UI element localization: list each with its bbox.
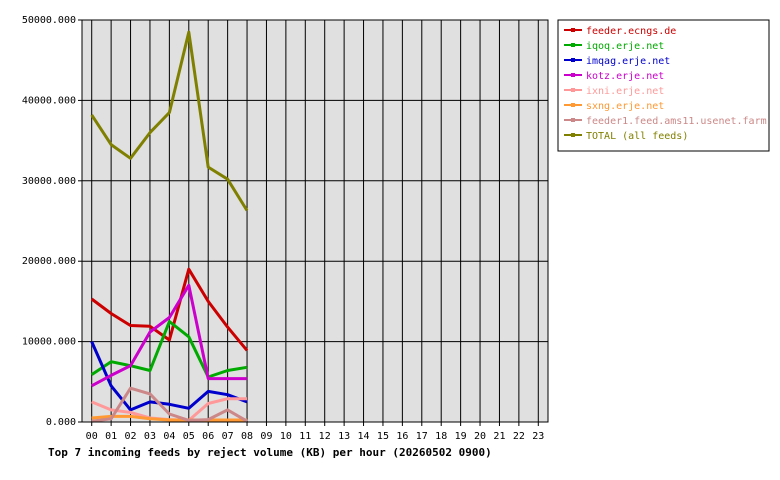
y-tick-label: 0.000 [46, 417, 76, 428]
x-tick-label: 23 [532, 431, 544, 442]
series-line [90, 320, 248, 379]
legend: feeder.ecngs.de iqoq.erje.net imqag.erje.n… [557, 19, 770, 152]
x-tick-label: 19 [455, 431, 467, 442]
y-tick-label: 10000.000 [22, 337, 76, 348]
series-line [90, 30, 249, 212]
legend-marker [571, 73, 575, 77]
legend-entry: kotz.erje.net [586, 71, 664, 82]
plot-border [81, 19, 549, 423]
x-tick-label: 16 [396, 431, 408, 442]
legend-entry: feeder1.feed.ams11.usenet.farm [586, 116, 767, 127]
series-line [91, 386, 248, 423]
legend-entry: feeder.ecngs.de [586, 26, 676, 37]
legend-marker [571, 28, 575, 32]
x-tick-label: 20 [474, 431, 486, 442]
x-tick-label: 05 [183, 431, 195, 442]
x-tick-label: 03 [144, 431, 156, 442]
x-tick-label: 18 [435, 431, 447, 442]
legend-marker [571, 103, 575, 107]
legend-entry: sxng.erje.net [586, 101, 664, 112]
y-tick-label: 50000.000 [22, 15, 76, 26]
x-axis: 00 01 02 03 04 05 06 07 08 09 10 11 12 13 14 15 16 17 18 19… [86, 422, 544, 442]
legend-marker [571, 58, 575, 62]
legend-entry: TOTAL (all feeds) [586, 131, 688, 142]
y-tick-label: 30000.000 [22, 176, 76, 187]
series-line [90, 283, 247, 388]
series-line [90, 340, 248, 412]
x-tick-label: 02 [125, 431, 137, 442]
legend-entry: imqag.erje.net [586, 56, 670, 67]
x-tick-label: 22 [513, 431, 525, 442]
y-tick-label: 40000.000 [22, 95, 76, 106]
legend-box [557, 19, 770, 152]
x-tick-label: 13 [338, 431, 350, 442]
x-tick-label: 07 [222, 431, 234, 442]
y-tick-label: 20000.000 [22, 256, 76, 267]
x-tick-label: 12 [319, 431, 331, 442]
series-line [91, 414, 247, 422]
legend-marker [571, 118, 575, 122]
chart-title: Top 7 incoming feeds by reject volume (K… [48, 446, 492, 459]
series-lines [90, 30, 249, 423]
plot-area [81, 19, 549, 423]
y-axis: 0.000 10000.000 20000.000 30000.000 40000.00… [22, 15, 82, 428]
x-tick-label: 06 [202, 431, 214, 442]
legend-marker [571, 133, 575, 137]
x-tick-label: 11 [299, 431, 311, 442]
x-tick-label: 09 [260, 431, 272, 442]
x-tick-label: 14 [358, 431, 370, 442]
x-tick-label: 00 [86, 431, 98, 442]
x-tick-label: 01 [105, 431, 117, 442]
legend-entry: iqoq.erje.net [586, 41, 664, 52]
x-tick-label: 10 [280, 431, 292, 442]
x-tick-label: 15 [377, 431, 389, 442]
x-tick-label: 17 [416, 431, 428, 442]
legend-entry: ixni.erje.net [586, 86, 664, 97]
series-line [90, 267, 249, 352]
x-tick-label: 21 [493, 431, 505, 442]
x-tick-label: 08 [241, 431, 253, 442]
legend-marker [571, 43, 575, 47]
x-tick-label: 04 [163, 431, 175, 442]
legend-marker [571, 88, 575, 92]
